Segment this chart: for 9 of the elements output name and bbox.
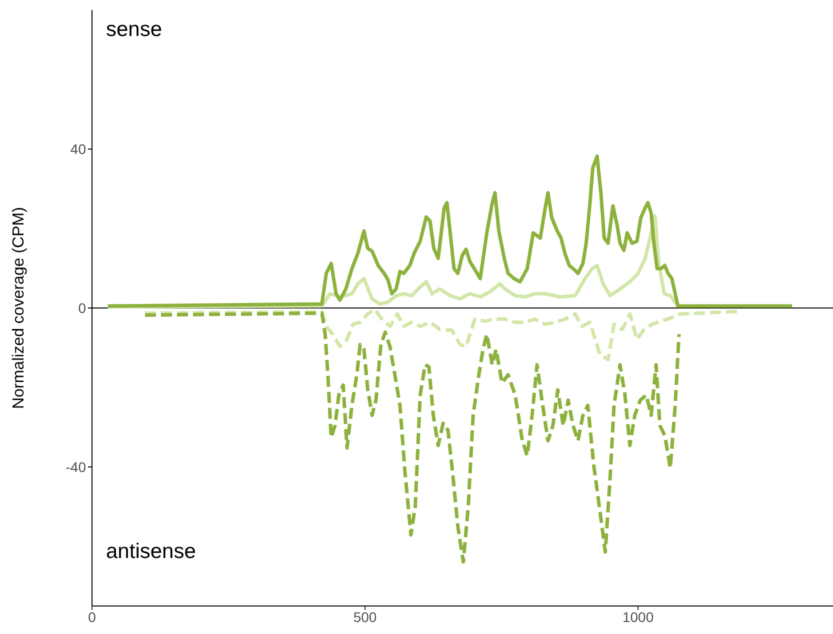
annotation: sense — [106, 18, 162, 42]
x-tick-label: 0 — [88, 608, 96, 625]
y-axis-title: Normalized coverage (CPM) — [10, 207, 28, 409]
x-tick-label: 1000 — [622, 608, 654, 625]
x-tick-label: 500 — [353, 608, 377, 625]
annotation: antisense — [106, 540, 196, 564]
y-tick-label: 40 — [70, 141, 86, 158]
y-tick-label: 0 — [78, 300, 86, 316]
y-tick-label: -40 — [66, 458, 86, 475]
